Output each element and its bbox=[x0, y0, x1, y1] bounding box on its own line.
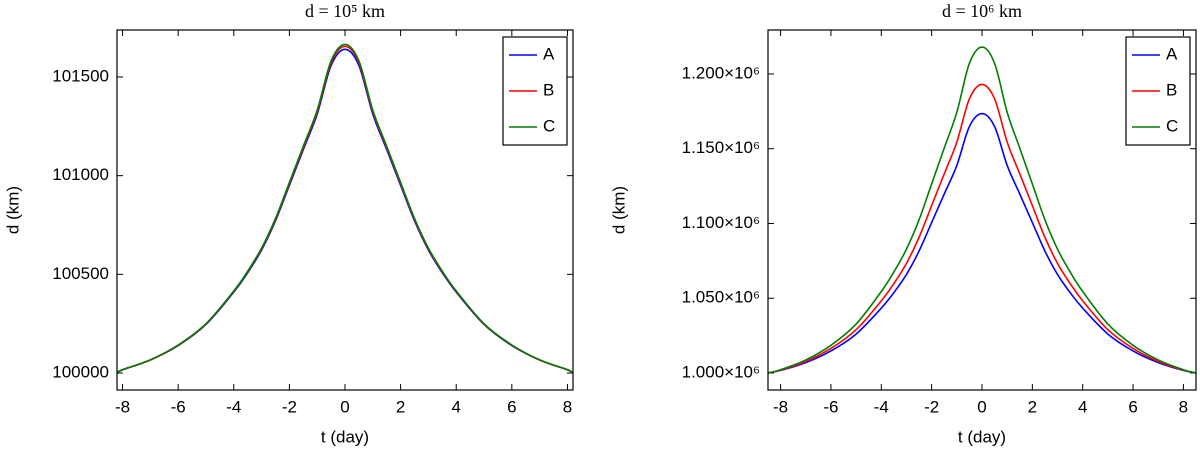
x-tick-label: 0 bbox=[977, 397, 986, 416]
y-axis-label: d (km) bbox=[3, 186, 22, 234]
x-tick-label: -2 bbox=[282, 397, 297, 416]
y-tick-label: 1.200×10⁶ bbox=[682, 63, 760, 82]
legend-label: A bbox=[543, 44, 555, 63]
x-tick-label: 2 bbox=[1028, 397, 1037, 416]
y-tick-label: 101000 bbox=[52, 165, 109, 184]
chart: d = 10⁵ km t (day) d (km) -8 -6 -4 -2 0 2 4 6 8 1000… bbox=[3, 1, 574, 446]
x-tick-label: -8 bbox=[115, 397, 130, 416]
x-axis-label: t (day) bbox=[321, 427, 369, 446]
legend-label: C bbox=[1166, 116, 1178, 135]
y-tick-label: 100000 bbox=[52, 363, 109, 382]
line-series bbox=[767, 83, 1197, 374]
line-series bbox=[116, 43, 574, 374]
y-axis-label: d (km) bbox=[609, 186, 628, 234]
x-tick-label: 4 bbox=[451, 397, 460, 416]
chart: d = 10⁶ km t (day) d (km) -8 -6 -4 -2 0 2 4 6 8 1.00… bbox=[609, 1, 1197, 446]
y-tick-label: 1.150×10⁶ bbox=[682, 138, 760, 157]
legend-label: B bbox=[1166, 80, 1177, 99]
x-tick-label: -4 bbox=[874, 397, 889, 416]
chart-title: d = 10⁵ km bbox=[305, 1, 385, 21]
chart-title: d = 10⁶ km bbox=[942, 1, 1022, 21]
y-tick-label: 1.050×10⁶ bbox=[682, 288, 760, 307]
legend-label: A bbox=[1166, 44, 1178, 63]
x-tick-label: 0 bbox=[340, 397, 349, 416]
x-tick-label: 8 bbox=[1179, 397, 1188, 416]
y-tick-label: 101500 bbox=[52, 66, 109, 85]
x-tick-label: 4 bbox=[1078, 397, 1087, 416]
x-tick-label: 8 bbox=[563, 397, 572, 416]
x-tick-label: 6 bbox=[507, 397, 516, 416]
x-tick-label: -6 bbox=[823, 397, 838, 416]
x-tick-label: 2 bbox=[396, 397, 405, 416]
legend-label: B bbox=[543, 80, 554, 99]
line-series bbox=[767, 112, 1197, 374]
x-tick-label: -6 bbox=[171, 397, 186, 416]
x-tick-label: -4 bbox=[226, 397, 241, 416]
plot-frame bbox=[767, 29, 1197, 391]
legend-label: C bbox=[543, 116, 555, 135]
x-tick-label: -8 bbox=[773, 397, 788, 416]
x-tick-label: -2 bbox=[924, 397, 939, 416]
y-tick-label: 1.100×10⁶ bbox=[682, 213, 760, 232]
y-tick-label: 100500 bbox=[52, 264, 109, 283]
y-tick-label: 1.000×10⁶ bbox=[682, 362, 760, 381]
x-tick-label: 6 bbox=[1128, 397, 1137, 416]
x-axis-label: t (day) bbox=[958, 427, 1006, 446]
plot-frame bbox=[116, 29, 574, 391]
line-series bbox=[767, 46, 1197, 374]
